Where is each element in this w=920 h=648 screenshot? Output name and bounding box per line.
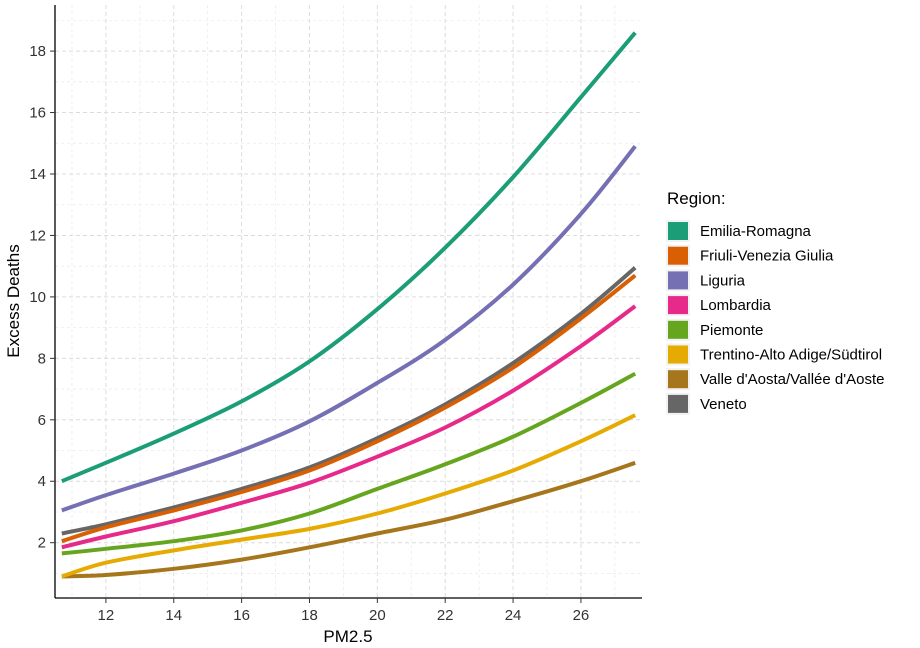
x-tick-label: 22 [437,607,454,624]
legend-label: Veneto [700,396,747,413]
y-tick-label: 8 [38,350,46,367]
legend-label: Lombardia [700,297,772,314]
x-axis-title: PM2.5 [323,627,372,646]
x-tick-label: 24 [505,607,522,624]
series-line [61,266,637,536]
legend-swatch [668,370,688,389]
legend: Region: Emilia-Romagna Friuli-Venezia Giu… [666,189,884,415]
y-tick-label: 2 [38,535,46,552]
series-line [61,304,637,550]
legend-label: Piemonte [700,322,763,339]
x-tick-label: 16 [233,607,250,624]
series-line [61,31,637,484]
legend-swatch [668,296,688,315]
y-tick-label: 10 [29,289,46,306]
y-tick-label: 4 [38,473,46,490]
series-line [61,273,637,544]
legend-swatch [668,222,688,240]
y-tick-label: 6 [38,412,46,429]
y-tick-label: 16 [29,105,46,122]
x-tick-label: 14 [165,607,182,624]
legend-label: Liguria [700,272,746,289]
y-tick-label: 18 [29,43,46,60]
series-line [61,145,637,513]
y-ticks: 2 4 6 8 10 12 14 16 18 [29,43,55,552]
legend-title: Region: [667,189,726,208]
series-line [61,371,637,556]
x-ticks: 12 14 16 18 20 22 24 26 [98,598,590,624]
x-tick-label: 12 [98,607,115,624]
series-line [61,460,636,579]
series-line [61,413,637,579]
legend-swatch [668,246,688,265]
x-tick-label: 18 [301,607,318,624]
y-axis-title: Excess Deaths [4,244,23,357]
series-lines [61,31,637,579]
legend-label: Emilia-Romagna [700,223,812,240]
axes [54,5,642,599]
legend-swatch [668,320,688,339]
grid-lines [55,5,642,598]
legend-label: Valle d'Aosta/Vallée d'Aoste [700,371,884,388]
legend-swatch [668,394,688,413]
y-tick-label: 14 [29,166,46,183]
x-tick-label: 20 [369,607,386,624]
legend-swatch [668,271,688,290]
y-tick-label: 12 [29,227,46,244]
legend-swatch [668,345,688,364]
legend-label: Friuli-Venezia Giulia [700,248,834,265]
x-tick-label: 26 [573,607,590,624]
legend-label: Trentino-Alto Adige/Südtirol [700,347,882,364]
